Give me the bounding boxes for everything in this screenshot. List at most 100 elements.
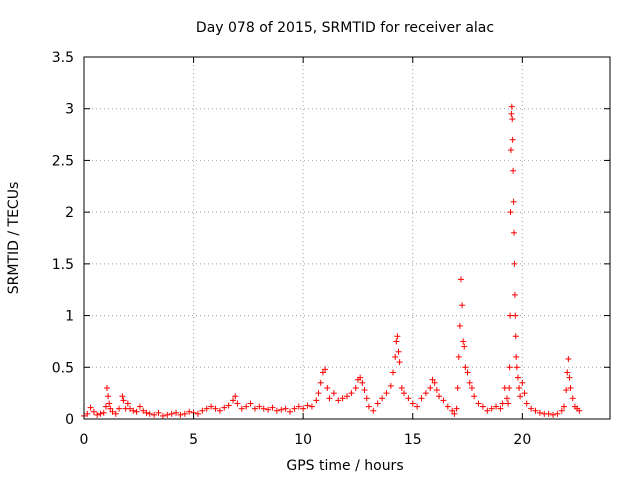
data-point (509, 136, 516, 143)
data-point (418, 395, 425, 402)
y-axis-label: SRMTID / TECUs (6, 182, 22, 295)
y-tick-label: 2 (65, 205, 74, 221)
data-point (393, 338, 400, 345)
data-point (168, 410, 175, 417)
data-point (363, 395, 370, 402)
data-point (512, 312, 519, 319)
data-point (517, 393, 524, 400)
data-point (392, 353, 399, 360)
data-point (569, 395, 576, 402)
data-point (405, 395, 412, 402)
data-point (374, 400, 381, 407)
data-point (127, 405, 134, 412)
y-tick-label: 1.5 (52, 257, 74, 273)
data-point (505, 400, 512, 407)
data-point (507, 312, 514, 319)
data-point (291, 405, 298, 412)
data-point (554, 410, 561, 417)
data-point (143, 409, 150, 416)
data-point (513, 364, 520, 371)
data-point (493, 403, 500, 410)
axis-ticks (83, 56, 610, 420)
data-point (511, 291, 518, 298)
data-point (287, 408, 294, 415)
data-point (315, 390, 322, 397)
data-point (269, 404, 276, 411)
data-point (133, 408, 140, 415)
data-point (151, 411, 158, 418)
y-tick-label: 0.5 (52, 360, 74, 376)
data-point (514, 374, 521, 381)
data-point (510, 198, 517, 205)
data-point (471, 393, 478, 400)
data-point (140, 407, 147, 414)
data-point (273, 407, 280, 414)
data-point (564, 369, 571, 376)
data-point (400, 390, 407, 397)
data-point (105, 393, 112, 400)
data-point (506, 384, 513, 391)
data-point (508, 103, 515, 110)
data-point (427, 384, 434, 391)
data-point (319, 369, 326, 376)
data-point (155, 409, 162, 416)
plot-frame (83, 56, 611, 420)
data-point (449, 407, 456, 414)
data-point (511, 260, 518, 267)
data-point (383, 390, 390, 397)
data-point (104, 384, 111, 391)
data-point (507, 209, 514, 216)
x-tick-label: 15 (404, 432, 422, 448)
data-point (322, 366, 329, 373)
data-point (512, 333, 519, 340)
data-point (317, 379, 324, 386)
data-point (457, 276, 464, 283)
data-point (468, 384, 475, 391)
data-point (330, 390, 337, 397)
data-point (422, 390, 429, 397)
data-point (379, 395, 386, 402)
grid-lines (84, 57, 610, 419)
data-point (247, 400, 254, 407)
data-point (566, 374, 573, 381)
data-point (479, 403, 486, 410)
data-point (100, 409, 107, 416)
data-point (106, 400, 113, 407)
data-point (503, 395, 510, 402)
data-point (232, 393, 239, 400)
data-point (414, 403, 421, 410)
data-point (136, 403, 143, 410)
data-point (352, 384, 359, 391)
x-axis-label: GPS time / hours (286, 458, 403, 474)
y-tick-label: 1 (65, 309, 74, 325)
data-point (313, 397, 320, 404)
data-point (295, 403, 302, 410)
data-point (563, 387, 570, 394)
data-point (339, 395, 346, 402)
data-point (453, 405, 460, 412)
data-point (130, 407, 137, 414)
data-point (394, 333, 401, 340)
data-point (124, 400, 131, 407)
data-point (208, 403, 215, 410)
data-point (300, 405, 307, 412)
y-tick-label: 0 (65, 412, 74, 428)
data-point (488, 405, 495, 412)
data-point (436, 393, 443, 400)
data-point (90, 408, 97, 415)
data-point (576, 407, 583, 414)
data-point (521, 390, 528, 397)
data-point (186, 408, 193, 415)
data-point (199, 407, 206, 414)
data-point (243, 403, 250, 410)
data-point (451, 410, 458, 417)
data-point (308, 403, 315, 410)
data-point (390, 369, 397, 376)
data-point (567, 384, 574, 391)
data-point (429, 376, 436, 383)
data-point (282, 405, 289, 412)
data-point (225, 402, 232, 409)
data-point (194, 410, 201, 417)
x-tick-label: 10 (294, 432, 312, 448)
